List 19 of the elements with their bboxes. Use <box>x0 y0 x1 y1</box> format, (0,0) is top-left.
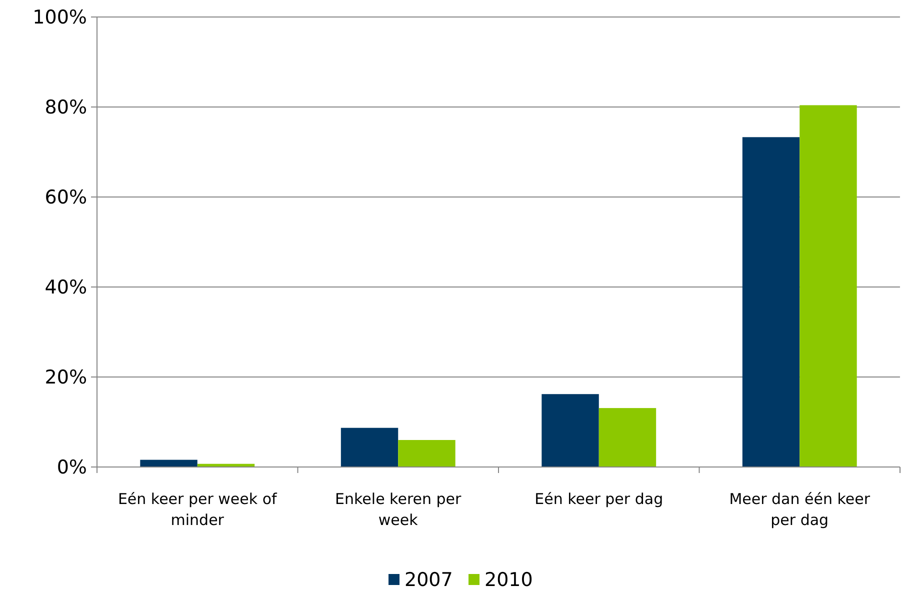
bar <box>340 428 398 467</box>
legend-label: 2010 <box>484 569 533 591</box>
x-tick-label: Enkele keren per week <box>335 490 462 529</box>
x-tick-label: Eén keer per dag <box>534 490 664 508</box>
y-tick-label: 60% <box>44 186 87 209</box>
bar <box>542 394 599 467</box>
bar <box>800 105 857 467</box>
y-tick-label: 40% <box>44 276 87 299</box>
x-tick-label: Meer dan één keer per dag <box>729 490 871 529</box>
bar <box>140 460 198 467</box>
y-tick-label: 20% <box>44 366 87 389</box>
bar <box>598 408 656 467</box>
y-tick-label: 0% <box>56 456 87 479</box>
x-tick-label: Eén keer per week of minder <box>118 490 278 529</box>
bar <box>742 137 800 467</box>
y-tick-label: 80% <box>44 96 87 119</box>
y-tick-label: 100% <box>32 6 87 29</box>
legend-label: 2007 <box>404 569 453 591</box>
bar <box>398 440 456 467</box>
